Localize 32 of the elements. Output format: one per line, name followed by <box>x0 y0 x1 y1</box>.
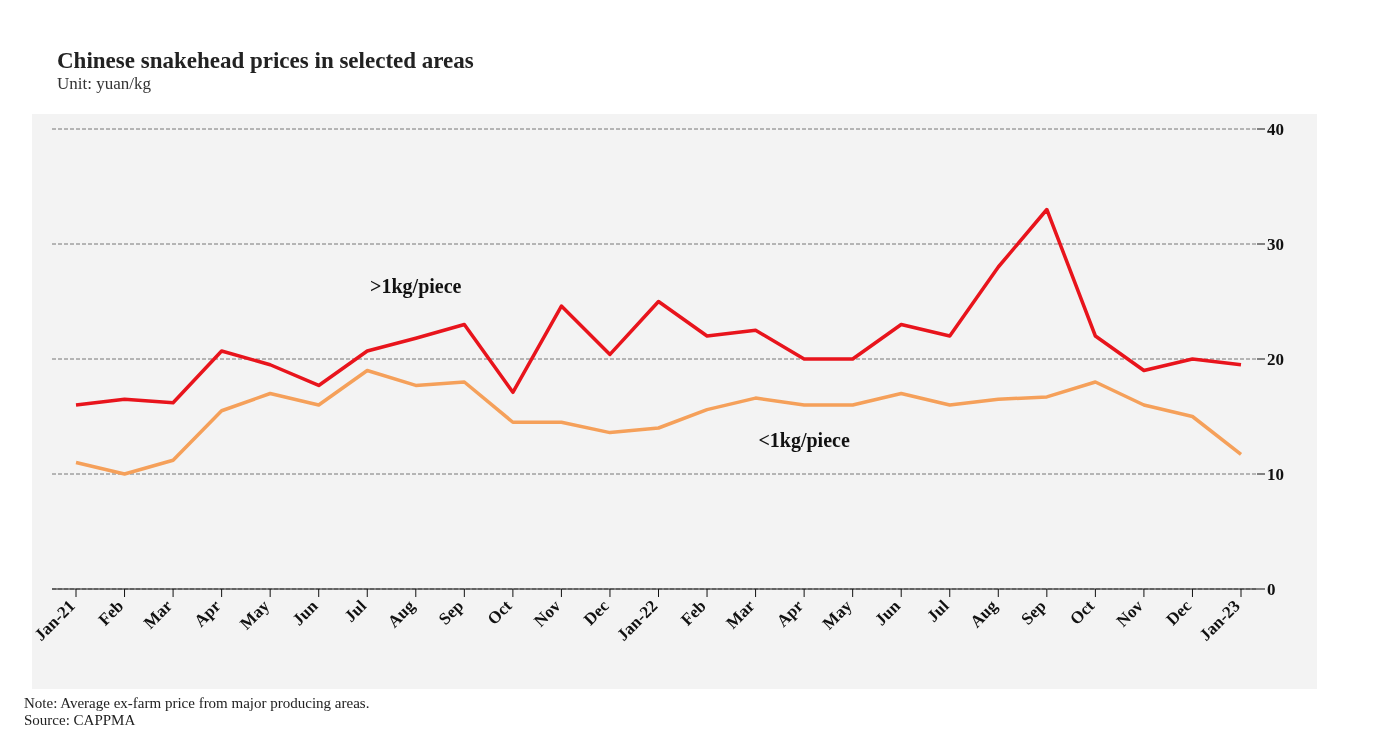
line-series <box>74 368 1243 476</box>
chart-title: Chinese snakehead prices in selected areas <box>57 48 475 74</box>
x-tick-label: May <box>818 596 856 634</box>
text: Note: Average ex-farm price from major producing areas. <box>24 695 371 712</box>
x-tick-label: Aug <box>966 596 1002 632</box>
x-tick-label: Apr <box>772 596 808 631</box>
y-tick-label: 0 <box>1267 580 1276 600</box>
x-tick-label: Apr <box>190 596 225 631</box>
series-label: <1kg/piece <box>758 429 850 452</box>
x-tick-label: Nov <box>530 596 565 631</box>
y-tick-label: 10 <box>1267 465 1284 485</box>
x-tick-label: Sep <box>435 596 468 629</box>
x-tick-label: Dec <box>1162 596 1196 630</box>
x-tick-label: Feb <box>94 596 128 630</box>
x-tick-label: Sep <box>1017 596 1050 629</box>
series-label: >1kg/piece <box>370 275 462 299</box>
x-tick-label: Oct <box>1066 596 1099 629</box>
y-tick-label: 40 <box>1267 120 1284 140</box>
line-series <box>74 207 1243 407</box>
y-tick-label: 30 <box>1267 235 1284 255</box>
x-tick-label: Aug <box>383 596 419 632</box>
chart-subtitle: Unit: yuan/kg <box>57 74 152 94</box>
x-tick-label: Jun <box>288 596 322 630</box>
x-tick-label: Feb <box>677 596 710 630</box>
x-tick-label: Oct <box>483 596 516 629</box>
x-tick-label: Jun <box>871 596 905 630</box>
x-tick-label: Nov <box>1112 596 1148 631</box>
x-tick-label: Jul <box>340 596 371 626</box>
source-note: Source: CAPPMA <box>24 712 137 729</box>
x-tick-label: Jul <box>923 596 953 626</box>
y-tick-label: 20 <box>1267 350 1284 370</box>
x-tick-label: Dec <box>579 596 614 630</box>
